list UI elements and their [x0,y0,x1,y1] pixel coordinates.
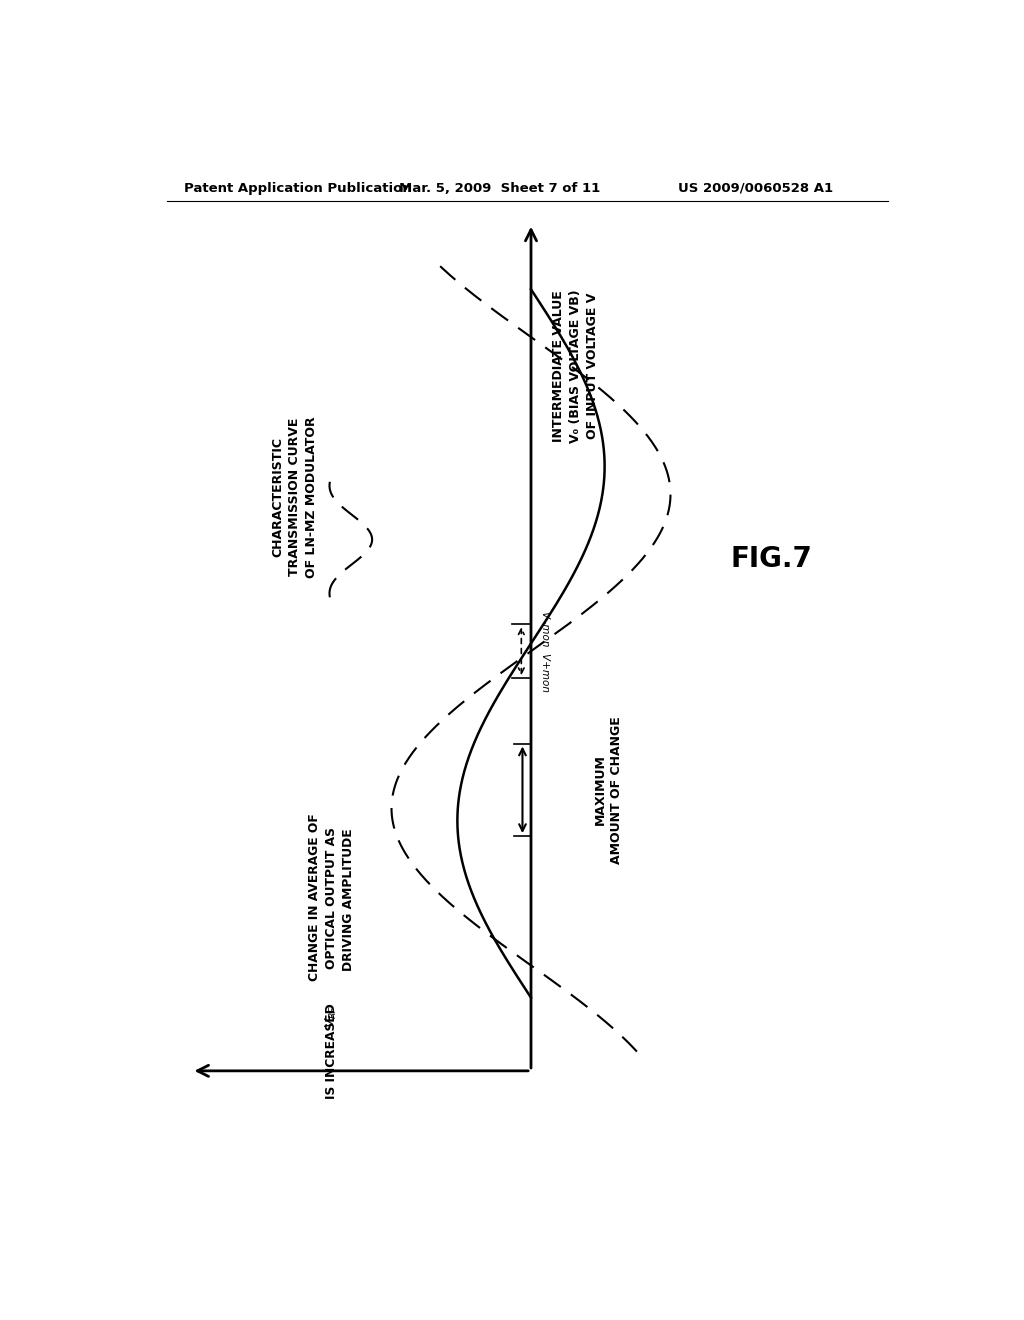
Text: MAXIMUM
AMOUNT OF CHANGE: MAXIMUM AMOUNT OF CHANGE [594,715,624,863]
Text: Mar. 5, 2009  Sheet 7 of 11: Mar. 5, 2009 Sheet 7 of 11 [399,182,600,194]
Text: CHARACTERISTIC
TRANSMISSION CURVE
OF LN-MZ MODULATOR: CHARACTERISTIC TRANSMISSION CURVE OF LN-… [271,416,318,578]
Text: CHANGE IN AVERAGE OF
OPTICAL OUTPUT AS
DRIVING AMPLITUDE: CHANGE IN AVERAGE OF OPTICAL OUTPUT AS D… [307,813,354,982]
Text: V–mon  V+mon: V–mon V+mon [541,611,550,692]
Text: INTERMEDIATE VALUE
V₀ (BIAS VOLTAGE VB)
OF INPUT VOLTAGE V: INTERMEDIATE VALUE V₀ (BIAS VOLTAGE VB) … [553,289,599,444]
Text: IS INCREASED: IS INCREASED [325,1003,338,1100]
Text: $V_{RF}$: $V_{RF}$ [324,1006,339,1028]
Text: Patent Application Publication: Patent Application Publication [183,182,412,194]
Text: FIG.7: FIG.7 [730,545,812,573]
Text: US 2009/0060528 A1: US 2009/0060528 A1 [678,182,834,194]
